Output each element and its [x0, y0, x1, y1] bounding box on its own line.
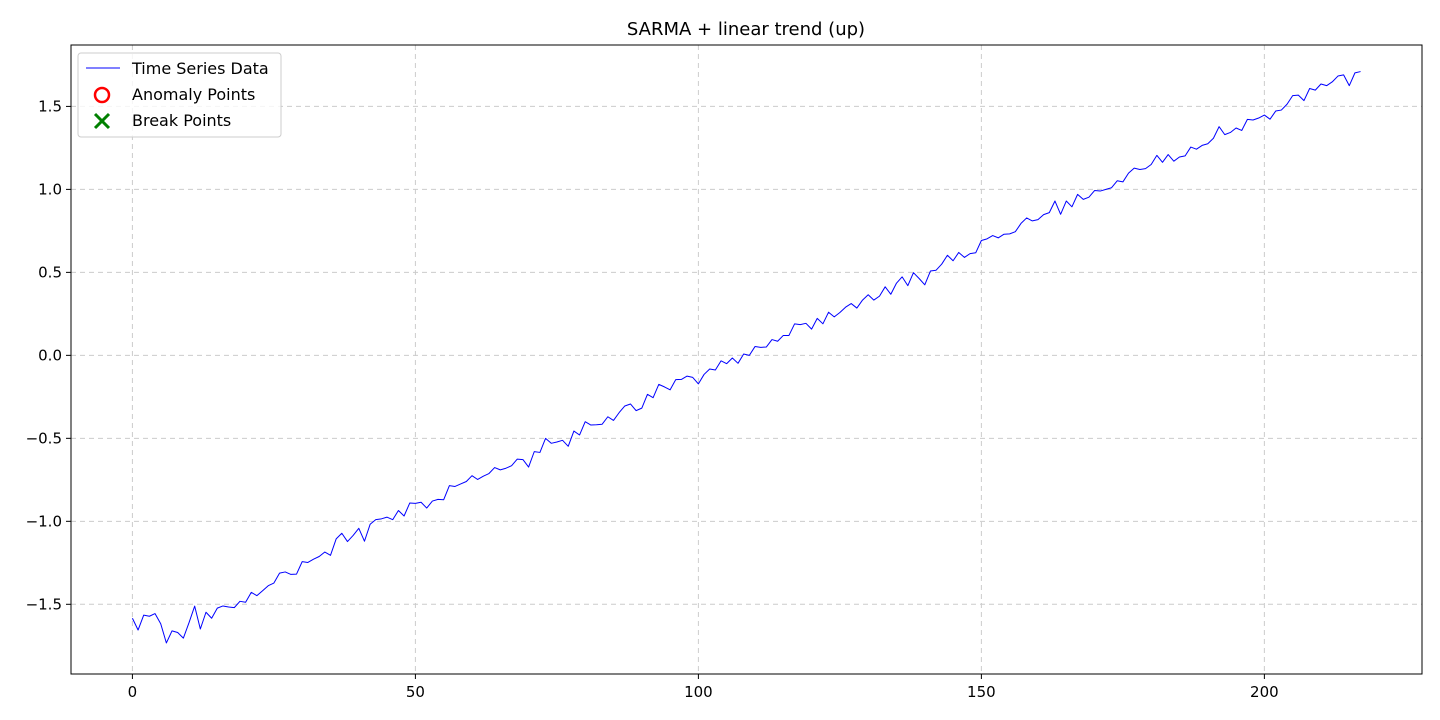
- legend-label: Break Points: [132, 111, 231, 130]
- chart-title: SARMA + linear trend (up): [627, 19, 865, 40]
- legend-x-marker: [93, 112, 111, 130]
- x-tick-label: 100: [684, 683, 713, 701]
- axes-frame: [70, 44, 1423, 675]
- x-tick-label: 50: [406, 683, 425, 701]
- y-tick-label: −1.5: [26, 595, 62, 613]
- legend-x-stroke: [93, 112, 111, 130]
- y-tick-label: 0.0: [38, 346, 62, 364]
- legend-label: Time Series Data: [131, 59, 269, 78]
- grid: [71, 45, 1422, 674]
- x-axis: 0 50 100 150 200: [128, 674, 1279, 701]
- y-tick-label: −1.0: [26, 512, 62, 530]
- legend-label: Anomaly Points: [132, 85, 255, 104]
- x-tick-label: 150: [967, 683, 996, 701]
- legend-circle-marker: [93, 86, 111, 104]
- y-tick-label: 1.0: [38, 180, 62, 198]
- x-tick-label: 0: [128, 683, 138, 701]
- plot-area: [131, 71, 1361, 644]
- y-tick-label: 0.5: [38, 263, 62, 281]
- x-tick-label: 200: [1250, 683, 1279, 701]
- y-axis: −1.5 −1.0 −0.5 0.0 0.5 1.0 1.5: [26, 97, 71, 613]
- series-line-time-series-data: [131, 71, 1361, 644]
- y-tick-label: −0.5: [26, 429, 62, 447]
- legend-box: [77, 52, 282, 138]
- y-tick-label: 1.5: [38, 97, 62, 115]
- legend: Time Series Data Anomaly Points Break Poin…: [77, 52, 282, 138]
